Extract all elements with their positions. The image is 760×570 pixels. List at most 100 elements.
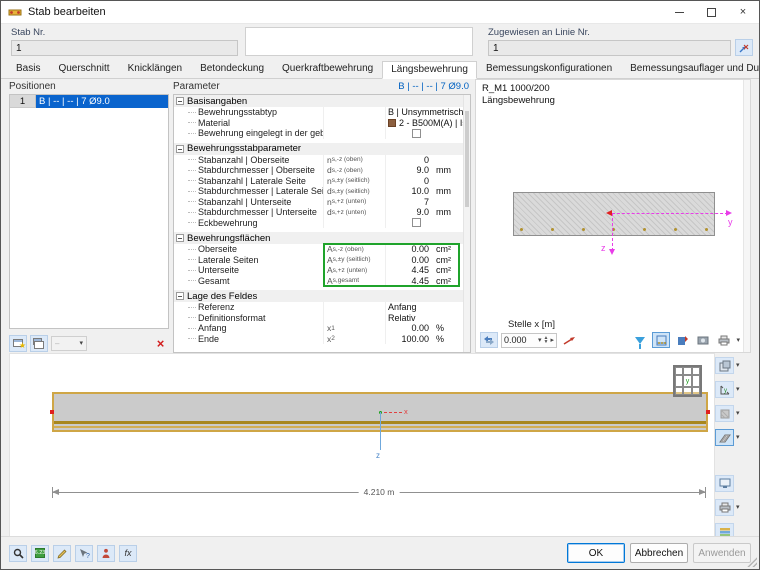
zoom-button[interactable] — [9, 544, 27, 562]
param-row: Stabdurchmesser | Oberseite d s,-z (oben)… — [174, 165, 463, 176]
swap-view-button[interactable] — [480, 332, 498, 348]
axes-display-button[interactable]: y — [715, 381, 734, 398]
member-axis-z-label: z — [376, 451, 380, 460]
parameter-tree[interactable]: Basisangaben Bewehrungsstabtyp B | Unsym… — [173, 94, 471, 353]
position-number: 1 — [10, 95, 36, 108]
param-value[interactable]: Relativ — [388, 312, 416, 323]
tab-betondeckung[interactable]: Betondeckung — [200, 63, 265, 74]
step-right-icon[interactable]: ▸ — [550, 336, 554, 344]
section-lage-des-feldes[interactable]: Lage des Feldes — [174, 290, 463, 302]
param-value[interactable]: 100.00 — [401, 333, 429, 344]
tab-bemessungsauflager[interactable]: Bemessungsauflager und Durchbiegung — [630, 63, 760, 74]
positions-list[interactable]: 1 B | -- | -- | 7 Ø9.0 — [9, 94, 169, 329]
param-value[interactable]: 9.0 — [416, 207, 429, 218]
stepper-icon[interactable]: ▲ ▼ — [543, 335, 549, 345]
caret-icon[interactable]: ▾ — [736, 504, 740, 511]
param-value[interactable]: B | Unsymmetrisch — [388, 107, 463, 118]
view-navigator[interactable]: y — [673, 365, 702, 397]
ok-button[interactable]: OK — [567, 543, 625, 563]
delete-position-button[interactable]: × — [152, 335, 169, 352]
section-basisangaben[interactable]: Basisangaben — [174, 95, 463, 107]
member-no-input[interactable]: 1 — [11, 40, 238, 56]
help-pick-button[interactable]: ? — [75, 544, 93, 562]
preview-scrollbar[interactable] — [743, 80, 750, 352]
print-caret-icon[interactable]: ▾ — [736, 336, 740, 344]
result-values-button[interactable] — [673, 332, 691, 348]
axis-y-label: y — [728, 217, 733, 227]
minimize-button[interactable] — [663, 1, 695, 23]
close-button[interactable]: × — [727, 1, 759, 23]
section-bewehrungsflaechen[interactable]: Bewehrungsflächen — [174, 232, 463, 244]
units-button[interactable]: 6.23 — [31, 544, 49, 562]
param-value[interactable]: 9.0 — [416, 165, 429, 176]
tab-querkraftbewehrung[interactable]: Querkraftbewehrung — [282, 63, 374, 74]
support-button[interactable] — [97, 544, 115, 562]
bent-reinforcement-checkbox[interactable] — [412, 128, 421, 138]
param-value[interactable]: 7 — [423, 196, 429, 207]
caret-icon[interactable]: ▾ — [736, 362, 740, 369]
formula-button[interactable]: fx — [119, 544, 137, 562]
tab-bar: Basis Querschnitt Knicklängen Betondecku… — [1, 60, 759, 79]
param-value[interactable]: Anfang — [388, 302, 417, 313]
parameter-header: Parameter — [173, 81, 220, 92]
caret-icon[interactable]: ▾ — [736, 410, 740, 417]
result-values-icon — [677, 335, 688, 345]
tab-laengsbewehrung[interactable]: Längsbewehrung — [382, 61, 477, 79]
fx-icon: fx — [124, 548, 132, 558]
maximize-icon — [706, 7, 716, 17]
filter-icon — [635, 336, 646, 349]
top-fields: Stab Nr. 1 Zugewiesen an Linie Nr. 1 — [1, 24, 759, 60]
print-button[interactable] — [715, 332, 733, 348]
edit-pick-button[interactable] — [53, 544, 71, 562]
camera-button[interactable] — [694, 332, 712, 348]
param-row: Definitionsformat Relativ — [174, 312, 463, 323]
section-name: R_M1 1000/200 — [482, 83, 550, 94]
view-direction-button[interactable] — [715, 357, 734, 374]
filter-button[interactable] — [631, 332, 649, 349]
param-value: 4.45 — [411, 275, 429, 286]
section-view-button[interactable] — [652, 332, 671, 348]
select-line-button[interactable] — [735, 39, 753, 56]
hatch-icon — [718, 434, 731, 442]
resize-grip[interactable] — [747, 557, 757, 567]
render-mode-button[interactable] — [715, 405, 734, 422]
section-bewehrungsstabparameter[interactable]: Bewehrungsstabparameter — [174, 142, 463, 155]
assigned-line-input[interactable]: 1 — [488, 40, 731, 56]
maximize-button[interactable] — [695, 1, 727, 23]
tab-knicklaengen[interactable]: Knicklängen — [127, 63, 183, 74]
member-drawing-canvas[interactable]: x z y 4.210 m — [9, 353, 715, 537]
param-value[interactable]: 10.0 — [411, 186, 429, 197]
cancel-button[interactable]: Abbrechen — [630, 543, 688, 563]
caret-icon[interactable]: ▾ — [736, 386, 740, 393]
param-value[interactable]: 0 — [423, 154, 429, 165]
apply-button[interactable]: Anwenden — [693, 543, 751, 563]
corner-reinforcement-checkbox[interactable] — [412, 218, 421, 228]
tab-basis[interactable]: Basis — [16, 63, 41, 74]
tab-querschnitt[interactable]: Querschnitt — [58, 63, 110, 74]
copy-position-button[interactable] — [30, 334, 48, 352]
cross-section-drawing — [513, 192, 715, 236]
dropdown-caret-icon[interactable]: ▾ — [538, 336, 542, 344]
param-value[interactable]: 0.00 — [411, 323, 429, 334]
param-value[interactable]: 2 - B500M(A) | Isotr... — [386, 118, 463, 129]
full-screen-button[interactable] — [715, 475, 734, 492]
print-graphic-button[interactable] — [715, 499, 734, 516]
hatch-display-button[interactable] — [715, 429, 734, 446]
collapse-icon[interactable] — [176, 292, 184, 300]
printer-icon — [719, 502, 730, 513]
axis-z-label: z — [601, 243, 606, 253]
collapse-icon[interactable] — [176, 97, 184, 105]
comment-box[interactable] — [245, 27, 473, 56]
pick-location-button[interactable] — [560, 332, 578, 348]
tab-bemessungskonfigurationen[interactable]: Bemessungskonfigurationen — [485, 63, 613, 74]
position-row[interactable]: 1 B | -- | -- | 7 Ø9.0 — [10, 95, 168, 108]
new-position-button[interactable]: ★ — [9, 334, 27, 352]
param-row: Stabanzahl | Oberseite n s,-z (oben) 0 — [174, 154, 463, 165]
parameter-scrollbar[interactable] — [463, 95, 470, 352]
caret-icon[interactable]: ▾ — [736, 434, 740, 441]
collapse-icon[interactable] — [176, 234, 184, 242]
param-value[interactable]: 0 — [423, 175, 429, 186]
location-x-input[interactable]: 0.000 ▾ ▲ ▼ ▸ — [501, 332, 557, 348]
collapse-icon[interactable] — [176, 144, 184, 153]
